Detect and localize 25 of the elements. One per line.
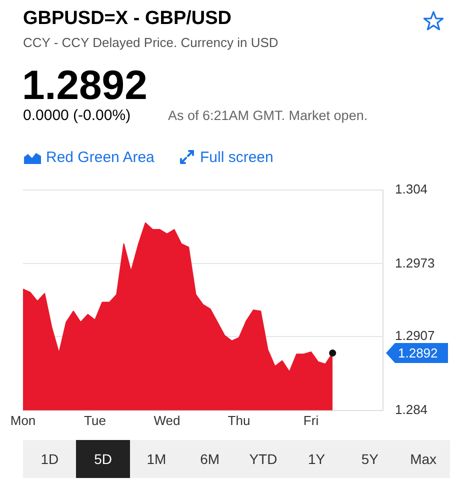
y-tick-label: 1.284: [395, 402, 428, 417]
text: 5D: [76, 440, 130, 478]
chart-subtitle: CCY - CCY Delayed Price. Currency in USD: [23, 35, 278, 50]
text: As of 6:21AM GMT. Market open.: [168, 108, 368, 123]
text: 1Y: [307, 450, 326, 469]
text: 1D: [40, 450, 60, 469]
y-tick-label: 1.2907: [395, 328, 435, 344]
text: 6M: [199, 450, 221, 469]
text: Full screen: [200, 149, 274, 166]
x-tick-label: Wed: [154, 412, 180, 428]
text: 1.2892: [398, 346, 438, 361]
y-tick-label: 1.2973: [395, 255, 435, 270]
chart-title: GBPUSD=X - GBP/USD: [23, 8, 232, 30]
text: 1.2892: [22, 62, 148, 109]
text: Max: [409, 450, 438, 469]
text: YTD: [248, 450, 278, 469]
text: Red Green Area: [46, 149, 154, 166]
x-tick-label: Tue: [84, 412, 106, 428]
text: 0.0000 (-0.00%): [23, 107, 131, 124]
text: 1M: [146, 450, 168, 469]
x-tick-label: Thu: [228, 412, 250, 428]
text: 5Y: [360, 450, 380, 469]
x-tick-label: Mon: [10, 412, 36, 428]
y-tick-label: 1.304: [395, 181, 428, 196]
x-tick-label: Fri: [303, 412, 319, 428]
